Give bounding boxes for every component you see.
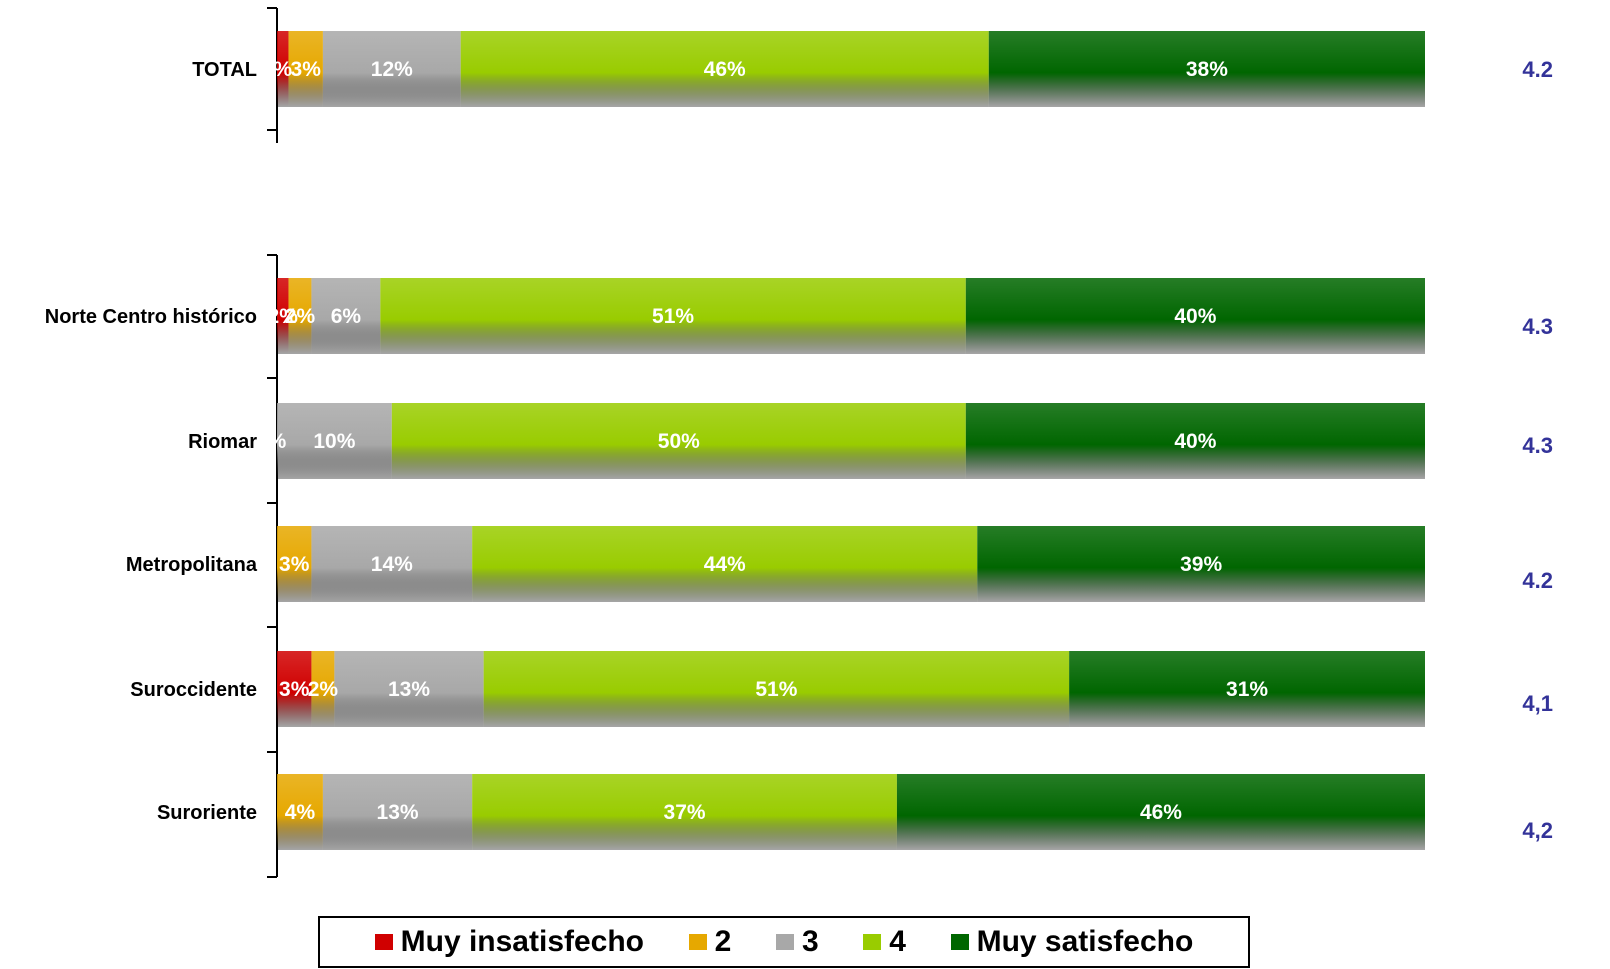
data-label: 50% [658,430,700,453]
legend-swatch [775,934,794,950]
data-label: 51% [755,678,797,701]
bar-segment [277,31,289,107]
bar-segment [483,651,1070,727]
score-label: 4,1 [1522,691,1553,716]
bar-segment [277,403,392,479]
legend-label: 4 [889,925,906,958]
data-label: 6% [331,305,362,328]
legend-label: Muy satisfecho [976,925,1194,958]
score-label: 4.3 [1522,433,1553,458]
bar-segment [311,278,381,354]
legend-item-4: 4 [863,925,906,959]
data-label: 14% [371,553,413,576]
data-label: 10% [313,430,355,453]
bar-segment [460,31,989,107]
bar-segment [288,31,323,107]
data-label: 40% [1174,430,1216,453]
bar-segment [1069,651,1425,727]
bar-segment [311,526,473,602]
bar-segment [965,403,1425,479]
legend-swatch [688,934,707,950]
bar-segment [472,526,978,602]
data-label: 39% [1180,553,1222,576]
legend-label: Muy insatisfecho [400,925,645,958]
data-label: 31% [1226,678,1268,701]
score-label: 4.2 [1522,57,1553,82]
legend-item-muy-insatisfecho: Muy insatisfecho [374,925,645,959]
data-label: 51% [652,305,694,328]
bar-segment [277,278,289,354]
data-label: % [273,58,292,81]
bar-segment [896,774,1425,850]
data-label: 13% [377,801,419,824]
bar-segment [988,31,1425,107]
bar-segment [322,31,461,107]
data-label: 46% [1140,801,1182,824]
bar-segment [334,651,484,727]
category-label: Suroccidente [130,679,257,701]
bar-segment [277,526,312,602]
category-label: Metropolitana [126,554,258,576]
data-label: 2% [268,305,299,328]
data-label: 2% [285,305,316,328]
bar-segment [277,774,323,850]
bar-segment [322,774,473,850]
legend-item-2: 2 [688,925,732,959]
score-label: 4.2 [1522,568,1553,593]
data-label: 3% [279,553,310,576]
legend-item-muy-satisfecho: Muy satisfecho [950,925,1194,959]
bar-segment [277,651,312,727]
legend-swatch [374,934,393,950]
bar-segment [311,651,335,727]
category-label: TOTAL [192,59,257,81]
bar-segment [965,278,1425,354]
data-label: % [268,430,287,453]
data-label: 3% [279,678,310,701]
data-label: 13% [388,678,430,701]
data-label: 37% [664,801,706,824]
data-label: 12% [371,58,413,81]
bar-segment [977,526,1425,602]
category-label: Norte Centro histórico [45,306,257,328]
data-label: 40% [1174,305,1216,328]
legend-label: 3 [801,925,819,958]
bars [277,31,1425,850]
data-label: 2% [308,678,339,701]
data-label: 3% [291,58,322,81]
legend-swatch [950,934,969,950]
category-label: Riomar [188,431,257,453]
bar-segment [288,278,312,354]
bar-segment [472,774,897,850]
data-label: 46% [704,58,746,81]
legend-item-3: 3 [775,925,819,959]
legend-label: 2 [714,925,732,958]
data-label: 38% [1186,58,1228,81]
score-label: 4.3 [1522,314,1553,339]
data-label: 4% [285,801,316,824]
data-label: 44% [704,553,746,576]
bar-segment [380,278,966,354]
legend: Muy insatisfecho 2 3 4 Muy satisfecho [318,916,1250,968]
category-label: Suroriente [157,802,257,824]
bar-segment [391,403,966,479]
legend-swatch [863,934,882,950]
score-label: 4,2 [1522,818,1553,843]
